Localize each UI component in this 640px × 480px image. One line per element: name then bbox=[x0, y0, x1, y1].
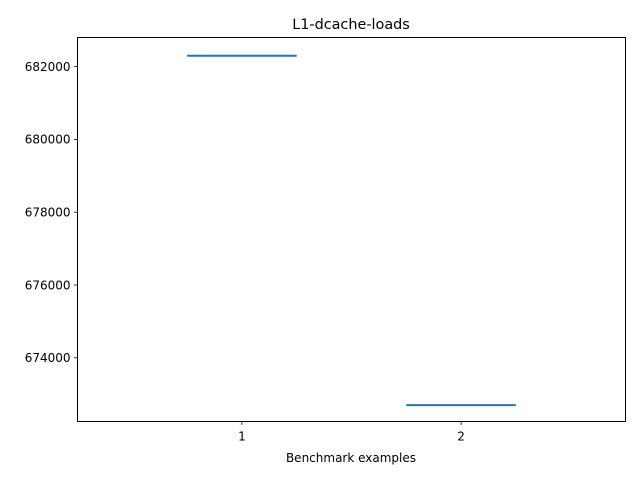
plot-marks bbox=[187, 54, 516, 407]
y-tick-label: 680000 bbox=[25, 133, 71, 147]
plot-frame bbox=[77, 37, 626, 422]
x-axis-label: Benchmark examples bbox=[286, 451, 416, 465]
y-tick-label: 682000 bbox=[25, 60, 71, 74]
x-tick-label: 2 bbox=[457, 430, 465, 444]
chart-title: L1-dcache-loads bbox=[292, 17, 410, 33]
y-axis: 674000 676000 678000 680000 682000 bbox=[25, 60, 78, 365]
y-tick-label: 676000 bbox=[25, 278, 71, 292]
x-tick-label: 1 bbox=[238, 430, 246, 444]
y-tick-label: 674000 bbox=[25, 351, 71, 365]
y-tick-label: 678000 bbox=[25, 206, 71, 220]
